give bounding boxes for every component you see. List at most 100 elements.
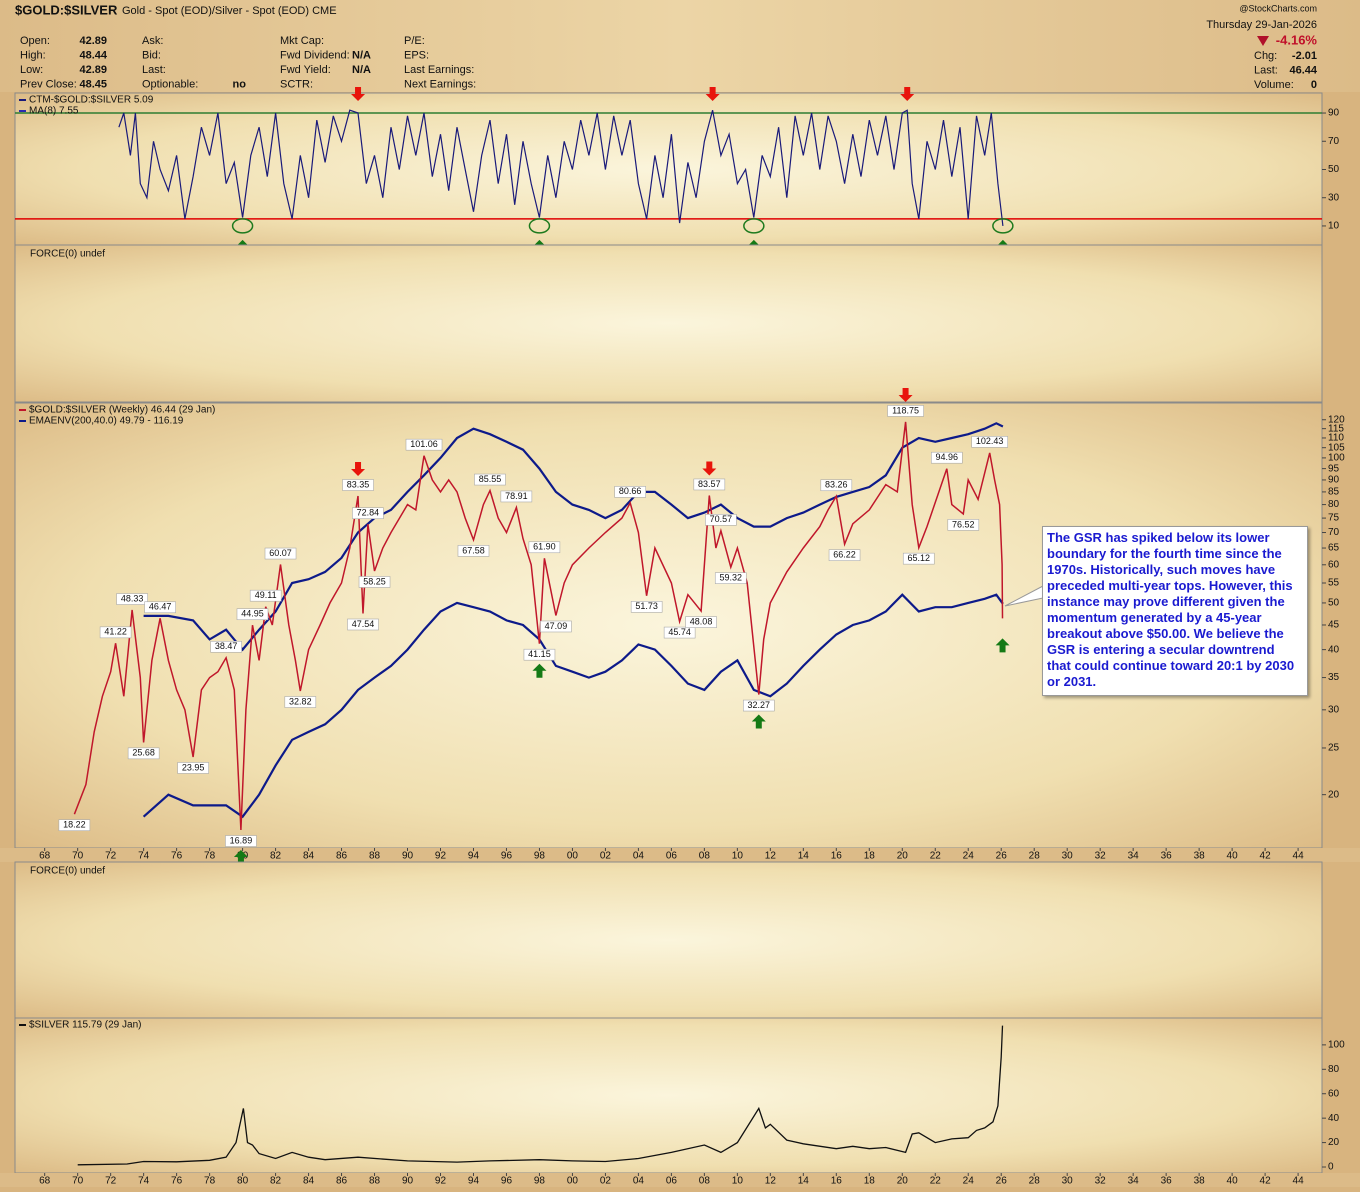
bottom-circle xyxy=(992,218,1014,234)
y-tick-label: 35 xyxy=(1328,672,1340,683)
x-tick-label: 30 xyxy=(1062,1176,1074,1187)
annotation-label: 47.09 xyxy=(545,621,568,631)
x-tick-label: 82 xyxy=(270,1176,282,1187)
field-label: P/E: xyxy=(404,35,425,47)
x-tick-label: 22 xyxy=(930,1176,942,1187)
quote-label: Chg: xyxy=(1254,50,1277,62)
field-label: Prev Close: xyxy=(20,78,77,90)
price-line xyxy=(73,421,1004,831)
x-tick-label: 24 xyxy=(963,851,975,862)
annotation-label: 45.74 xyxy=(668,627,691,637)
annotation-box xyxy=(284,696,317,708)
y-tick-label: 40 xyxy=(1328,644,1340,655)
y-tick-label: 65 xyxy=(1328,543,1340,554)
field-label: High: xyxy=(20,49,46,61)
x-tick-label: 36 xyxy=(1161,851,1173,862)
annotation-box xyxy=(528,541,561,554)
x-tick-label: 14 xyxy=(798,851,810,862)
annotation-label: 80.66 xyxy=(619,486,642,496)
y-tick-label: 10 xyxy=(1328,221,1340,232)
annotation-box xyxy=(99,626,132,639)
x-tick-label: 96 xyxy=(501,851,513,862)
field-label: Ask: xyxy=(142,35,163,47)
panel xyxy=(14,92,1323,246)
annotation-box xyxy=(614,486,646,498)
field-value: 42.89 xyxy=(79,64,107,76)
annotation-label: 18.22 xyxy=(63,820,86,830)
x-tick-label: 76 xyxy=(171,851,183,862)
signal-arrow xyxy=(233,850,248,865)
annotation-box xyxy=(523,648,556,661)
date: Thursday 29-Jan-2026 xyxy=(1206,19,1317,31)
annotation-label: 38.47 xyxy=(215,641,238,651)
field-label: Low: xyxy=(20,64,43,76)
x-tick-label: 42 xyxy=(1260,851,1272,862)
x-tick-label: 00 xyxy=(567,1176,579,1187)
x-tick-label: 08 xyxy=(699,851,711,862)
y-tick-label: 100 xyxy=(1328,453,1345,464)
header-bg xyxy=(0,0,1360,92)
annotation-box xyxy=(352,507,384,520)
x-tick-label: 92 xyxy=(435,1176,447,1187)
annotation-label: 46.47 xyxy=(149,602,172,612)
x-tick-label: 04 xyxy=(633,1176,645,1187)
annotation-label: 67.58 xyxy=(462,545,485,555)
annotation-label: 51.73 xyxy=(635,601,658,611)
annotation-label: 58.25 xyxy=(363,576,386,586)
annotation-box xyxy=(742,699,775,712)
x-tick-label: 34 xyxy=(1128,851,1140,862)
x-tick-label: 88 xyxy=(369,1176,381,1187)
y-tick-label: 115 xyxy=(1328,423,1344,434)
y-tick-label: 40 xyxy=(1328,1113,1340,1124)
annotation-label: 101.06 xyxy=(410,439,438,449)
y-tick-label: 25 xyxy=(1328,743,1340,754)
x-tick-label: 16 xyxy=(831,851,843,862)
x-tick-label: 74 xyxy=(138,851,150,862)
field-value: no xyxy=(233,78,247,90)
y-tick-label: 100 xyxy=(1328,1040,1345,1051)
change-pct: -4.16% xyxy=(1276,32,1318,47)
annotation-box xyxy=(127,747,160,760)
legend-label: $SILVER 115.79 (29 Jan) xyxy=(29,1020,141,1031)
annotation-label: 94.96 xyxy=(936,452,959,462)
field-label: Fwd Dividend: xyxy=(280,49,350,61)
y-tick-label: 20 xyxy=(1328,1137,1340,1148)
bottom-circle xyxy=(231,218,254,234)
x-tick-label: 20 xyxy=(897,851,909,862)
annotation-box xyxy=(342,479,374,491)
x-tick-label: 40 xyxy=(1227,851,1239,862)
annotation-label: 59.32 xyxy=(719,573,742,583)
x-tick-label: 86 xyxy=(336,1176,348,1187)
annotation-label: 60.07 xyxy=(269,548,292,558)
x-tick-label: 12 xyxy=(765,851,777,862)
oscillator-line xyxy=(118,109,1004,226)
x-axis-band xyxy=(0,1173,1360,1187)
y-tick-label: 55 xyxy=(1328,578,1340,589)
quote-value: -2.01 xyxy=(1292,50,1317,62)
quote-label: Volume: xyxy=(1254,79,1294,91)
y-tick-label: 70 xyxy=(1328,527,1340,538)
x-tick-label: 84 xyxy=(303,1176,315,1187)
x-tick-label: 28 xyxy=(1029,851,1041,862)
x-tick-label: 70 xyxy=(72,851,84,862)
subtitle: Gold - Spot (EOD)/Silver - Spot (EOD) CM… xyxy=(122,5,337,17)
x-tick-label: 16 xyxy=(831,1176,843,1187)
x-tick-label: 10 xyxy=(732,1176,744,1187)
y-tick-label: 80 xyxy=(1328,499,1340,510)
x-tick-label: 42 xyxy=(1260,1176,1272,1187)
annotation-label: 47.54 xyxy=(352,619,375,629)
field-value: 42.89 xyxy=(79,35,107,47)
annotation-label: 83.26 xyxy=(825,480,848,490)
y-tick-label: 70 xyxy=(1328,136,1340,147)
x-tick-label: 38 xyxy=(1194,1176,1206,1187)
y-tick-label: 0 xyxy=(1328,1162,1334,1173)
annotation-box xyxy=(705,514,737,526)
y-tick-label: 95 xyxy=(1328,463,1340,474)
bottom-circle xyxy=(528,218,551,234)
field-value: 48.45 xyxy=(79,78,107,90)
y-tick-label: 90 xyxy=(1328,108,1340,119)
signal-arrow xyxy=(751,714,766,729)
envelope-upper xyxy=(143,422,1004,652)
field-label: Last Earnings: xyxy=(404,64,474,76)
signal-arrow xyxy=(702,461,717,476)
